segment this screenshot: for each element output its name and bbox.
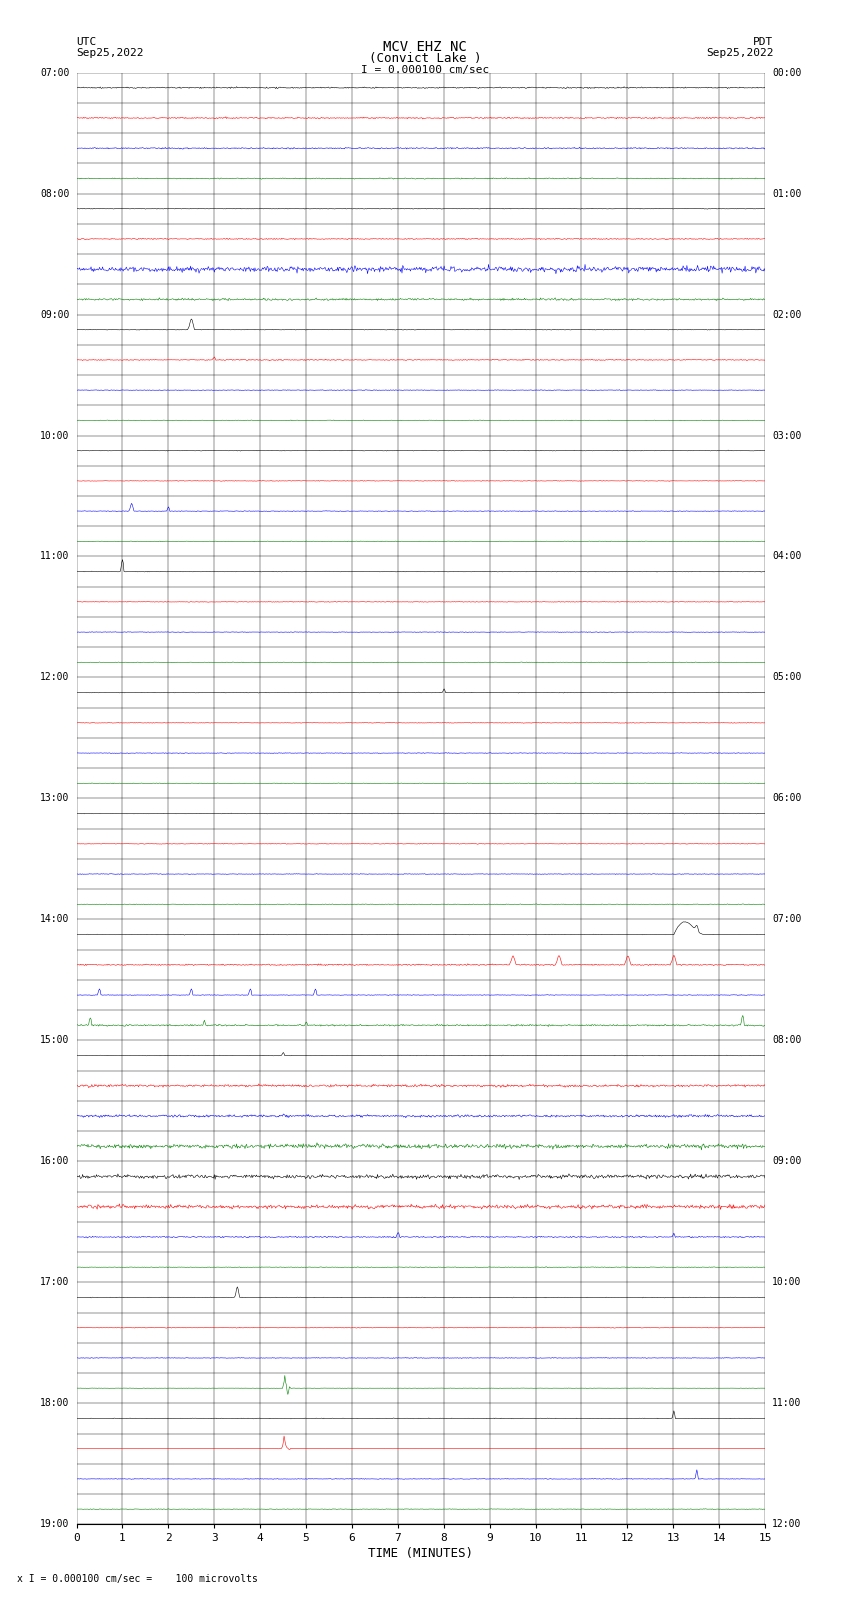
Text: 09:00: 09:00 [772,1157,802,1166]
Text: 12:00: 12:00 [40,673,70,682]
Text: Sep25,2022: Sep25,2022 [76,48,144,58]
Text: 02:00: 02:00 [772,310,802,319]
Text: 08:00: 08:00 [772,1036,802,1045]
Text: 18:00: 18:00 [40,1398,70,1408]
Text: 01:00: 01:00 [772,189,802,198]
Text: 13:00: 13:00 [40,794,70,803]
Text: 07:00: 07:00 [40,68,70,77]
Text: UTC: UTC [76,37,97,47]
Text: 03:00: 03:00 [772,431,802,440]
Text: 09:00: 09:00 [40,310,70,319]
Text: 16:00: 16:00 [40,1157,70,1166]
Text: MCV EHZ NC: MCV EHZ NC [383,40,467,55]
Text: 04:00: 04:00 [772,552,802,561]
Text: 10:00: 10:00 [772,1277,802,1287]
Text: I = 0.000100 cm/sec: I = 0.000100 cm/sec [361,65,489,74]
Text: x I = 0.000100 cm/sec =    100 microvolts: x I = 0.000100 cm/sec = 100 microvolts [17,1574,258,1584]
Text: 15:00: 15:00 [40,1036,70,1045]
Text: PDT: PDT [753,37,774,47]
Text: Sep25,2022: Sep25,2022 [706,48,774,58]
Text: (Convict Lake ): (Convict Lake ) [369,52,481,65]
Text: 05:00: 05:00 [772,673,802,682]
Text: 19:00: 19:00 [40,1519,70,1529]
Text: 06:00: 06:00 [772,794,802,803]
Text: 07:00: 07:00 [772,915,802,924]
Text: 14:00: 14:00 [40,915,70,924]
Text: 12:00: 12:00 [772,1519,802,1529]
Text: 10:00: 10:00 [40,431,70,440]
Text: 08:00: 08:00 [40,189,70,198]
Text: 17:00: 17:00 [40,1277,70,1287]
Text: 11:00: 11:00 [40,552,70,561]
Text: 11:00: 11:00 [772,1398,802,1408]
Text: 00:00: 00:00 [772,68,802,77]
X-axis label: TIME (MINUTES): TIME (MINUTES) [368,1547,473,1560]
